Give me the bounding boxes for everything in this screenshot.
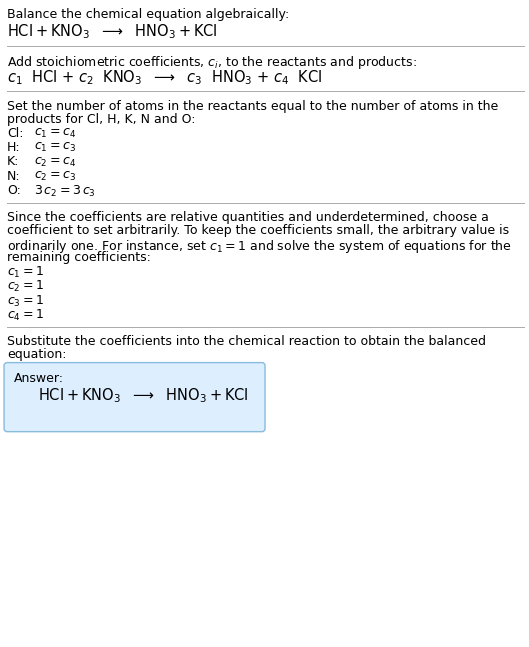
Text: $\mathregular{HCl + KNO_3}$  $\longrightarrow$  $\mathregular{HNO_3 + KCl}$: $\mathregular{HCl + KNO_3}$ $\longrighta… [38, 386, 249, 404]
Text: Add stoichiometric coefficients, $c_i$, to the reactants and products:: Add stoichiometric coefficients, $c_i$, … [7, 54, 417, 71]
Text: $c_1 = 1$: $c_1 = 1$ [7, 265, 44, 280]
Text: Balance the chemical equation algebraically:: Balance the chemical equation algebraica… [7, 8, 289, 21]
Text: remaining coefficients:: remaining coefficients: [7, 251, 151, 264]
FancyBboxPatch shape [4, 362, 265, 432]
Text: $c_4 = 1$: $c_4 = 1$ [7, 308, 44, 323]
Text: $c_2 = c_3$: $c_2 = c_3$ [34, 170, 76, 182]
Text: ordinarily one. For instance, set $c_1 = 1$ and solve the system of equations fo: ordinarily one. For instance, set $c_1 =… [7, 237, 512, 255]
Text: equation:: equation: [7, 348, 67, 362]
Text: H:: H: [7, 141, 21, 154]
Text: $3\,c_2 = 3\,c_3$: $3\,c_2 = 3\,c_3$ [34, 184, 95, 199]
Text: products for Cl, H, K, N and O:: products for Cl, H, K, N and O: [7, 113, 196, 126]
Text: O:: O: [7, 184, 21, 197]
Text: $c_3 = 1$: $c_3 = 1$ [7, 294, 44, 309]
Text: $c_1 = c_3$: $c_1 = c_3$ [34, 141, 76, 154]
Text: $c_2 = 1$: $c_2 = 1$ [7, 280, 44, 294]
Text: $c_1$  $\mathregular{HCl}$ $+$ $c_2$  $\mathregular{KNO_3}$  $\longrightarrow$  : $c_1$ $\mathregular{HCl}$ $+$ $c_2$ $\ma… [7, 68, 322, 87]
Text: Cl:: Cl: [7, 127, 24, 140]
Text: Since the coefficients are relative quantities and underdetermined, choose a: Since the coefficients are relative quan… [7, 212, 489, 225]
Text: coefficient to set arbitrarily. To keep the coefficients small, the arbitrary va: coefficient to set arbitrarily. To keep … [7, 225, 509, 237]
Text: $\mathregular{HCl + KNO_3}$  $\longrightarrow$  $\mathregular{HNO_3 + KCl}$: $\mathregular{HCl + KNO_3}$ $\longrighta… [7, 23, 218, 41]
Text: Substitute the coefficients into the chemical reaction to obtain the balanced: Substitute the coefficients into the che… [7, 335, 486, 348]
Text: $c_2 = c_4$: $c_2 = c_4$ [34, 155, 76, 168]
Text: K:: K: [7, 155, 20, 168]
Text: Answer:: Answer: [14, 372, 64, 385]
Text: $c_1 = c_4$: $c_1 = c_4$ [34, 127, 76, 140]
Text: N:: N: [7, 170, 21, 182]
Text: Set the number of atoms in the reactants equal to the number of atoms in the: Set the number of atoms in the reactants… [7, 100, 498, 113]
